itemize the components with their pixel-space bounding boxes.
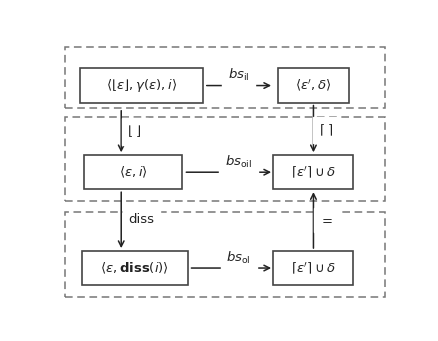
Bar xyxy=(65,47,384,108)
Text: diss: diss xyxy=(128,213,154,226)
Bar xyxy=(65,117,384,201)
Bar xyxy=(80,69,202,103)
Text: $\lceil\epsilon'\rceil \cup \delta$: $\lceil\epsilon'\rceil \cup \delta$ xyxy=(290,260,336,276)
Bar xyxy=(273,251,353,285)
Text: $\langle\epsilon, i\rangle$: $\langle\epsilon, i\rangle$ xyxy=(118,165,147,180)
Text: $=$: $=$ xyxy=(318,213,333,226)
Text: $bs_{\mathsf{il}}$: $bs_{\mathsf{il}}$ xyxy=(227,67,249,83)
Text: $bs_{\mathsf{oil}}$: $bs_{\mathsf{oil}}$ xyxy=(224,154,252,170)
Text: $bs_{\mathsf{ol}}$: $bs_{\mathsf{ol}}$ xyxy=(226,250,251,266)
Bar xyxy=(84,155,182,189)
Bar xyxy=(82,251,187,285)
Bar xyxy=(65,211,384,297)
Text: $\langle\lfloor\epsilon\rfloor, \gamma(\epsilon), i\rangle$: $\langle\lfloor\epsilon\rfloor, \gamma(\… xyxy=(106,77,177,94)
Text: $\lceil\epsilon'\rceil \cup \delta$: $\lceil\epsilon'\rceil \cup \delta$ xyxy=(290,164,336,180)
Bar xyxy=(277,69,348,103)
Text: $\langle\epsilon', \delta\rangle$: $\langle\epsilon', \delta\rangle$ xyxy=(294,78,331,93)
Bar xyxy=(273,155,353,189)
Text: $\lceil\;\rceil$: $\lceil\;\rceil$ xyxy=(318,122,333,138)
Text: $\lfloor\;\rfloor$: $\lfloor\;\rfloor$ xyxy=(127,123,142,139)
Text: $\langle\epsilon, \mathbf{diss}(i)\rangle$: $\langle\epsilon, \mathbf{diss}(i)\rangl… xyxy=(100,261,169,276)
